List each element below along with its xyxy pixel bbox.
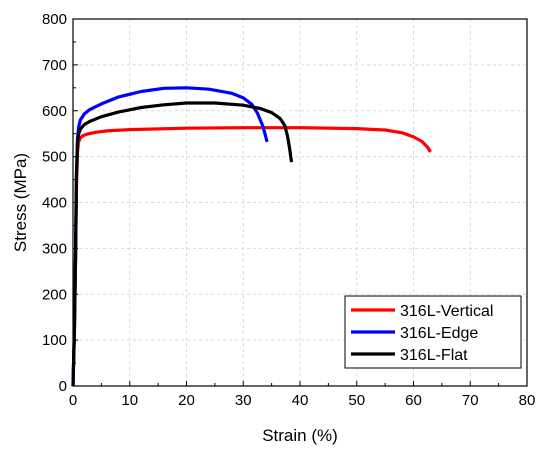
x-tick-label: 70 bbox=[462, 392, 479, 409]
x-tick-label: 60 bbox=[405, 392, 422, 409]
y-tick-label: 700 bbox=[42, 57, 67, 74]
y-tick-label: 800 bbox=[42, 11, 67, 28]
y-tick-label: 100 bbox=[42, 332, 67, 349]
series-line-3 bbox=[71, 101, 294, 387]
x-tick-label: 20 bbox=[178, 392, 195, 409]
x-tick-label: 30 bbox=[235, 392, 252, 409]
x-tick-label: 80 bbox=[519, 392, 536, 409]
axis-ticks bbox=[72, 18, 528, 387]
x-tick-label: 10 bbox=[121, 392, 138, 409]
axis-tick-labels: 0 10 20 30 40 50 60 70 8001002003004005006007008… bbox=[42, 11, 535, 409]
y-tick-label: 200 bbox=[42, 286, 67, 303]
x-tick-label: 40 bbox=[292, 392, 309, 409]
legend-label: 316L-Vertical bbox=[400, 303, 493, 320]
y-tick-label: 0 bbox=[59, 378, 67, 395]
x-tick-label: 0 bbox=[69, 392, 77, 409]
data-series bbox=[71, 86, 432, 387]
y-tick-label: 500 bbox=[42, 149, 67, 166]
y-axis-title: Stress (MPa) bbox=[11, 153, 30, 252]
legend-label: 316L-Flat bbox=[400, 347, 468, 364]
legend-label: 316L-Edge bbox=[400, 325, 478, 342]
y-tick-label: 400 bbox=[42, 195, 67, 212]
legend: 316L-Vertical 316L-Edge 316L-Flat bbox=[344, 295, 522, 369]
y-tick-label: 600 bbox=[42, 103, 67, 120]
x-tick-label: 50 bbox=[348, 392, 365, 409]
y-tick-label: 300 bbox=[42, 240, 67, 257]
x-axis-title: Strain (%) bbox=[262, 426, 338, 445]
